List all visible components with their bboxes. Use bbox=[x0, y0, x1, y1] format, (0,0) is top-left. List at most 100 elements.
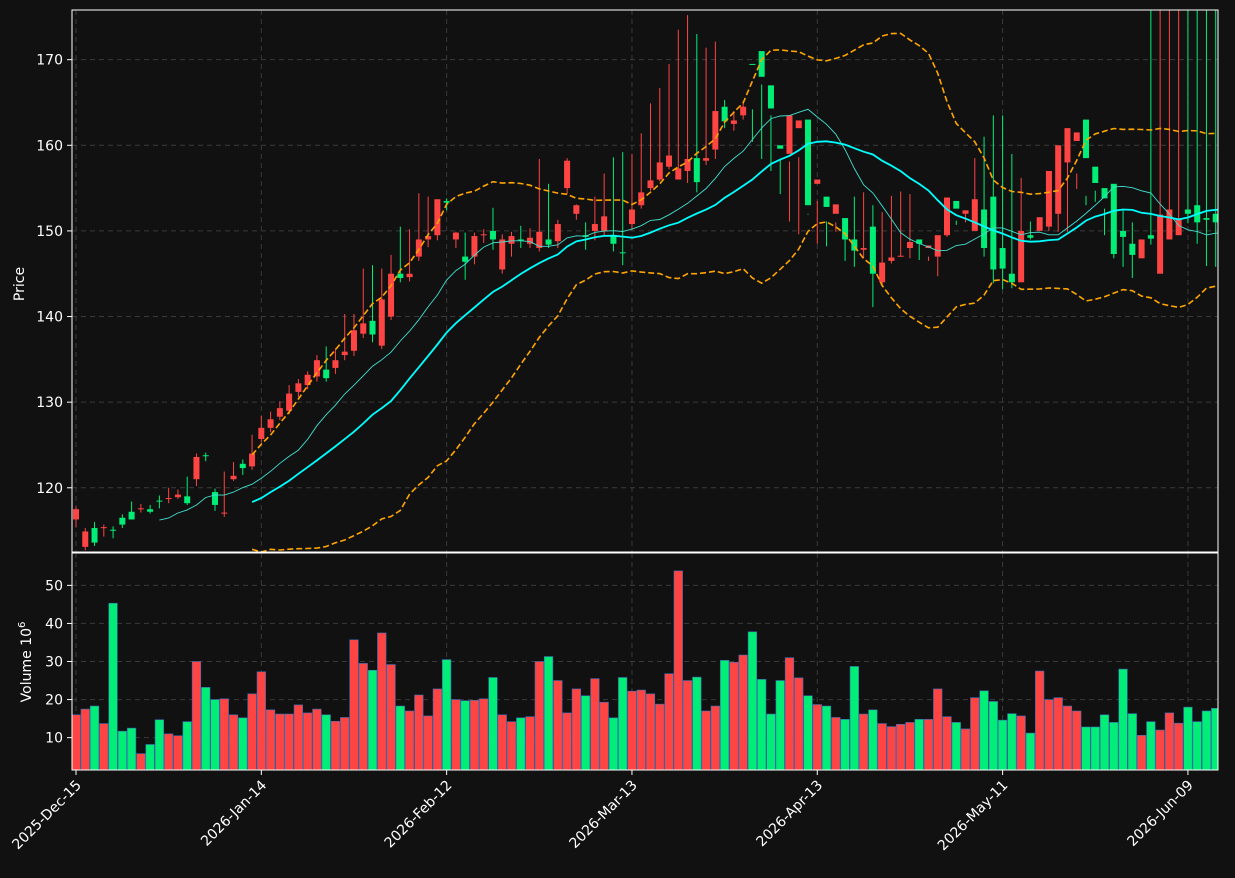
volume-bar bbox=[173, 735, 183, 770]
candle-body bbox=[777, 145, 784, 149]
volume-bar bbox=[534, 661, 544, 770]
volume-panel bbox=[72, 570, 1218, 770]
volume-bar bbox=[766, 713, 776, 770]
candle-body bbox=[703, 158, 710, 161]
volume-bar bbox=[942, 716, 952, 770]
price-tick-label: 120 bbox=[36, 481, 63, 497]
candle-body bbox=[1064, 128, 1071, 163]
volume-bar bbox=[905, 722, 915, 770]
price-tick-label: 130 bbox=[36, 395, 63, 411]
volume-bar bbox=[164, 733, 174, 770]
volume-bar bbox=[228, 714, 239, 770]
candle-body bbox=[230, 475, 237, 480]
candle-body bbox=[184, 496, 191, 504]
volume-bar bbox=[636, 689, 646, 770]
candle-body bbox=[628, 209, 635, 225]
volume-bar bbox=[1072, 710, 1082, 770]
volume-bar bbox=[126, 727, 137, 770]
volume-bar bbox=[136, 753, 146, 770]
candle-body bbox=[1018, 230, 1025, 283]
volume-bar bbox=[1155, 729, 1165, 770]
volume-axis-label: Volume 106 bbox=[17, 622, 35, 703]
volume-bar bbox=[1183, 706, 1193, 770]
volume-bar bbox=[1007, 713, 1017, 770]
volume-bar bbox=[1099, 714, 1110, 770]
candle-body bbox=[1157, 214, 1164, 274]
candle-body bbox=[165, 498, 172, 500]
candle-body bbox=[489, 230, 496, 240]
candle-body bbox=[1120, 230, 1127, 237]
volume-bar bbox=[831, 717, 841, 770]
candle-body bbox=[860, 248, 867, 250]
candle-body bbox=[119, 517, 126, 525]
volume-bar bbox=[997, 719, 1008, 770]
candle-body bbox=[721, 106, 728, 122]
volume-bar bbox=[497, 714, 507, 770]
volume-bar bbox=[747, 631, 758, 770]
candle-body bbox=[971, 199, 978, 231]
volume-bar bbox=[72, 714, 81, 770]
volume-bar bbox=[673, 570, 683, 770]
volume-bar bbox=[89, 705, 100, 770]
volume-bar bbox=[627, 690, 637, 770]
volume-bar bbox=[256, 671, 266, 770]
volume-bar bbox=[581, 695, 591, 770]
candle-body bbox=[1184, 209, 1191, 214]
candle-body bbox=[1055, 145, 1062, 214]
candle-body bbox=[221, 512, 228, 514]
candle-body bbox=[369, 320, 376, 335]
candle-body bbox=[1110, 183, 1117, 255]
volume-bar bbox=[201, 687, 211, 770]
candle-body bbox=[842, 218, 849, 240]
volume-bar bbox=[404, 710, 415, 770]
candle-body bbox=[193, 456, 200, 480]
volume-bar bbox=[970, 697, 980, 770]
candle-body bbox=[805, 119, 812, 206]
candle-body bbox=[990, 196, 997, 270]
candle-body bbox=[110, 529, 117, 531]
price-tick-label: 150 bbox=[36, 224, 63, 240]
volume-bar bbox=[275, 713, 285, 770]
volume-bar bbox=[395, 705, 405, 770]
candle-body bbox=[1138, 239, 1145, 259]
candle-body bbox=[267, 419, 274, 428]
candle-body bbox=[499, 239, 506, 270]
volume-bar bbox=[321, 714, 331, 770]
volume-bar bbox=[590, 678, 600, 770]
candle-body bbox=[675, 168, 682, 180]
candle-body bbox=[1073, 132, 1080, 142]
candle-body bbox=[545, 239, 552, 245]
candle-body bbox=[758, 51, 765, 77]
volume-bar bbox=[1090, 726, 1100, 770]
volume-bar bbox=[886, 726, 897, 770]
volume-bar bbox=[655, 703, 665, 770]
candle-body bbox=[211, 492, 218, 505]
candle-body bbox=[1045, 170, 1052, 227]
volume-bar bbox=[571, 688, 581, 770]
candle-body bbox=[869, 226, 876, 274]
ma-slow-line bbox=[251, 140, 1218, 503]
volume-bar bbox=[618, 677, 628, 770]
volume-bar bbox=[488, 677, 498, 770]
candle-body bbox=[573, 205, 580, 214]
volume-bar bbox=[506, 721, 517, 770]
candle-body bbox=[128, 511, 135, 520]
candle-body bbox=[1092, 166, 1099, 183]
volume-bar bbox=[432, 688, 442, 770]
candle-body bbox=[1008, 273, 1015, 283]
candle-body bbox=[258, 427, 265, 439]
volume-bar bbox=[840, 719, 850, 770]
volume-bar bbox=[738, 654, 748, 770]
candle-body bbox=[897, 255, 904, 257]
candle-body bbox=[91, 528, 98, 543]
volume-bar bbox=[516, 717, 526, 770]
candle-body bbox=[1082, 119, 1089, 159]
volume-bar bbox=[284, 713, 294, 770]
volume-bar bbox=[682, 680, 693, 770]
volume-bar bbox=[340, 717, 350, 770]
volume-bar bbox=[821, 705, 832, 770]
indicator-lines bbox=[159, 32, 1218, 552]
candle-body bbox=[443, 200, 450, 203]
candle-body bbox=[916, 239, 923, 244]
volume-bar bbox=[312, 708, 322, 770]
